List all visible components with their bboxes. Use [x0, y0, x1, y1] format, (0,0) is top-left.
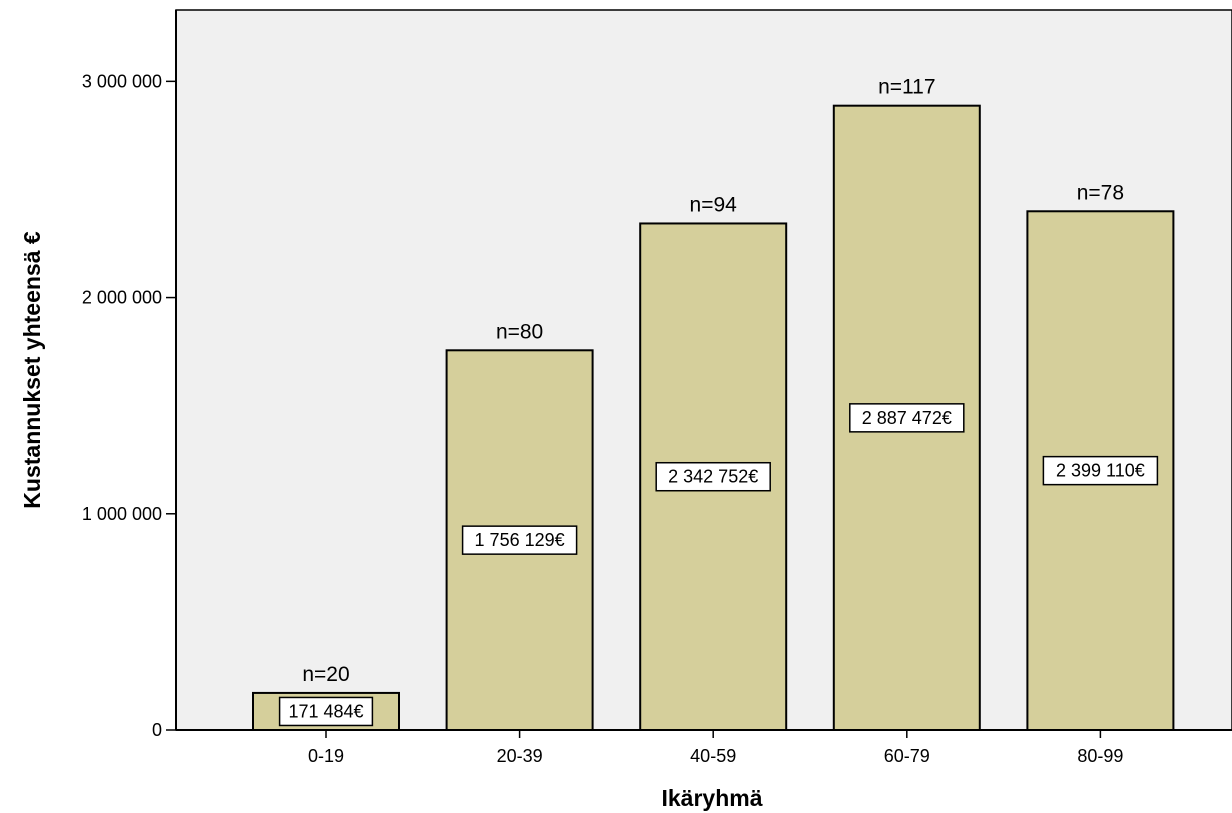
x-axis-title: Ikäryhmä: [661, 785, 762, 811]
value-label-box: [849, 403, 965, 433]
value-label-box: [461, 525, 578, 555]
bar-value-label: 171 484€: [288, 701, 363, 721]
bar-group-40-59: n=94 2 342 752€: [639, 193, 788, 732]
x-tick-label: 60-79: [884, 746, 930, 766]
bar-count-label: n=80: [496, 320, 543, 343]
value-label-box: [278, 696, 374, 727]
bar-count-label: n=20: [302, 663, 349, 686]
bar-count-label: n=117: [878, 76, 935, 99]
y-tick-label: 0: [152, 720, 162, 740]
x-tick-label: 20-39: [497, 746, 543, 766]
bar-group-80-99: n=78 2 399 110€: [1026, 181, 1175, 732]
bar-value-label: 2 399 110€: [1056, 461, 1145, 481]
y-tick-label: 2 000 000: [82, 288, 162, 308]
bar-group-60-79: n=117 2 887 472€: [832, 76, 981, 732]
value-label-box: [655, 461, 771, 492]
x-tick-label: 40-59: [690, 746, 736, 766]
bar-value-label: 2 887 472€: [862, 408, 952, 428]
x-axis-ticks: 0-19 20-39 40-59 60-79 80-99: [308, 730, 1123, 766]
x-tick-label: 80-99: [1077, 746, 1123, 766]
y-axis-ticks: 0 1 000 000 2 000 000 3 000 000: [82, 71, 176, 740]
value-label-box: [1042, 455, 1159, 486]
bar-value-label: 1 756 129€: [475, 530, 565, 550]
bar-value-label: 2 342 752€: [668, 467, 758, 487]
bar-group-20-39: n=80 1 756 129€: [445, 320, 594, 731]
bar-count-label: n=94: [690, 193, 738, 216]
y-tick-label: 3 000 000: [82, 71, 162, 91]
y-axis-title: Kustannukset yhteensä €: [19, 231, 45, 509]
y-tick-label: 1 000 000: [82, 504, 162, 524]
bars-group: n=20 171 484€ n=80 1 756 129€ n=94 2 342 752€…: [252, 76, 1175, 732]
bar-count-label: n=78: [1077, 181, 1124, 204]
x-tick-label: 0-19: [308, 746, 344, 766]
bar-group-0-19: n=20 171 484€: [252, 663, 400, 731]
